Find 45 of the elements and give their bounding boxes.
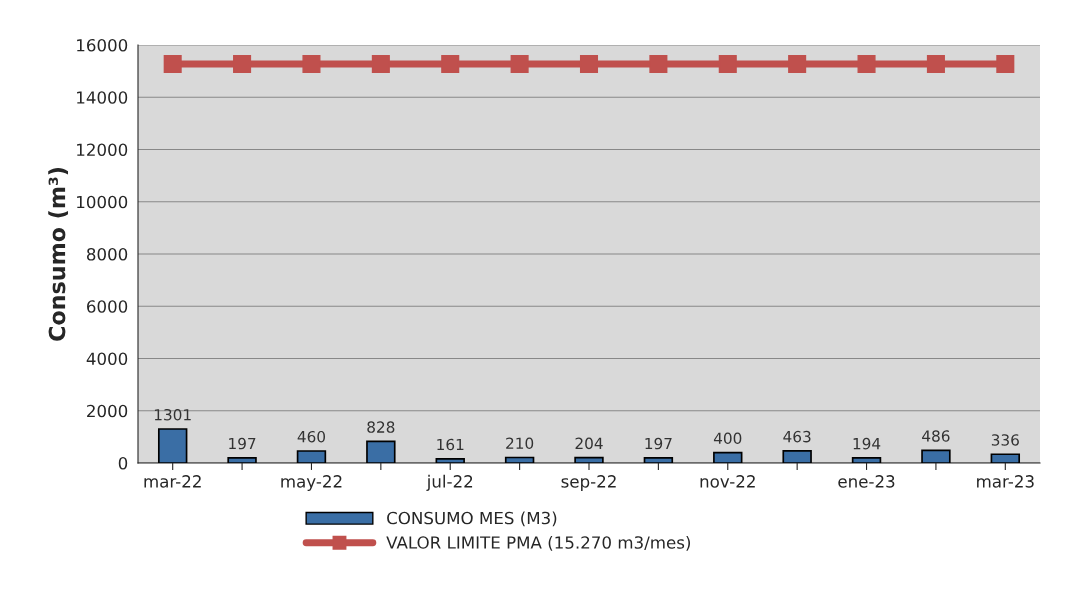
data-label: 197 — [229, 437, 256, 450]
data-label: 336 — [991, 434, 1019, 446]
bar — [851, 457, 882, 463]
y-tick-label: 16000 — [77, 38, 128, 52]
x-tick-label: jul-22 — [426, 474, 473, 491]
data-label: 486 — [922, 430, 950, 442]
bar — [366, 440, 396, 463]
y-tick-label: 4000 — [86, 352, 128, 366]
bar — [435, 457, 465, 463]
x-tick-label: mar-23 — [977, 475, 1034, 488]
y-tick-label: 6000 — [87, 300, 128, 313]
data-label: 161 — [437, 438, 464, 451]
bar — [157, 428, 188, 463]
data-label: 400 — [713, 432, 742, 445]
bar — [713, 451, 743, 463]
x-tick-label: sep-22 — [561, 475, 616, 491]
data-label: 460 — [297, 430, 326, 443]
data-label: 194 — [853, 437, 881, 450]
data-label: 204 — [575, 437, 603, 450]
x-tick-label: mar-22 — [144, 475, 201, 488]
data-label: 197 — [645, 437, 672, 450]
data-label: 1301 — [154, 408, 191, 421]
y-tick-label: 2000 — [87, 404, 128, 418]
bar — [990, 453, 1021, 463]
bar — [296, 450, 327, 463]
y-tick-label: 8000 — [86, 247, 128, 261]
data-label: 463 — [783, 430, 811, 443]
data-label: 210 — [506, 437, 534, 449]
y-tick-label: 14000 — [77, 91, 128, 104]
legend-label: CONSUMO MES (M3) — [387, 511, 557, 527]
bar — [643, 457, 674, 463]
bar — [504, 456, 535, 463]
x-tick-label: may-22 — [281, 475, 342, 491]
y-tick-label: 10000 — [77, 195, 128, 209]
y-axis-title: Consumo (m³) — [48, 168, 69, 341]
x-tick-label: ene-23 — [838, 475, 895, 488]
bar — [227, 457, 257, 463]
y-tick-label: 0 — [118, 456, 128, 470]
bar — [921, 449, 951, 463]
bar — [782, 450, 812, 463]
bar — [574, 456, 604, 463]
y-tick-label: 12000 — [77, 143, 128, 157]
x-tick-label: nov-22 — [700, 475, 755, 488]
legend-label: VALOR LIMITE PMA (15.270 m3/mes) — [386, 535, 691, 551]
data-label: 828 — [367, 421, 395, 433]
